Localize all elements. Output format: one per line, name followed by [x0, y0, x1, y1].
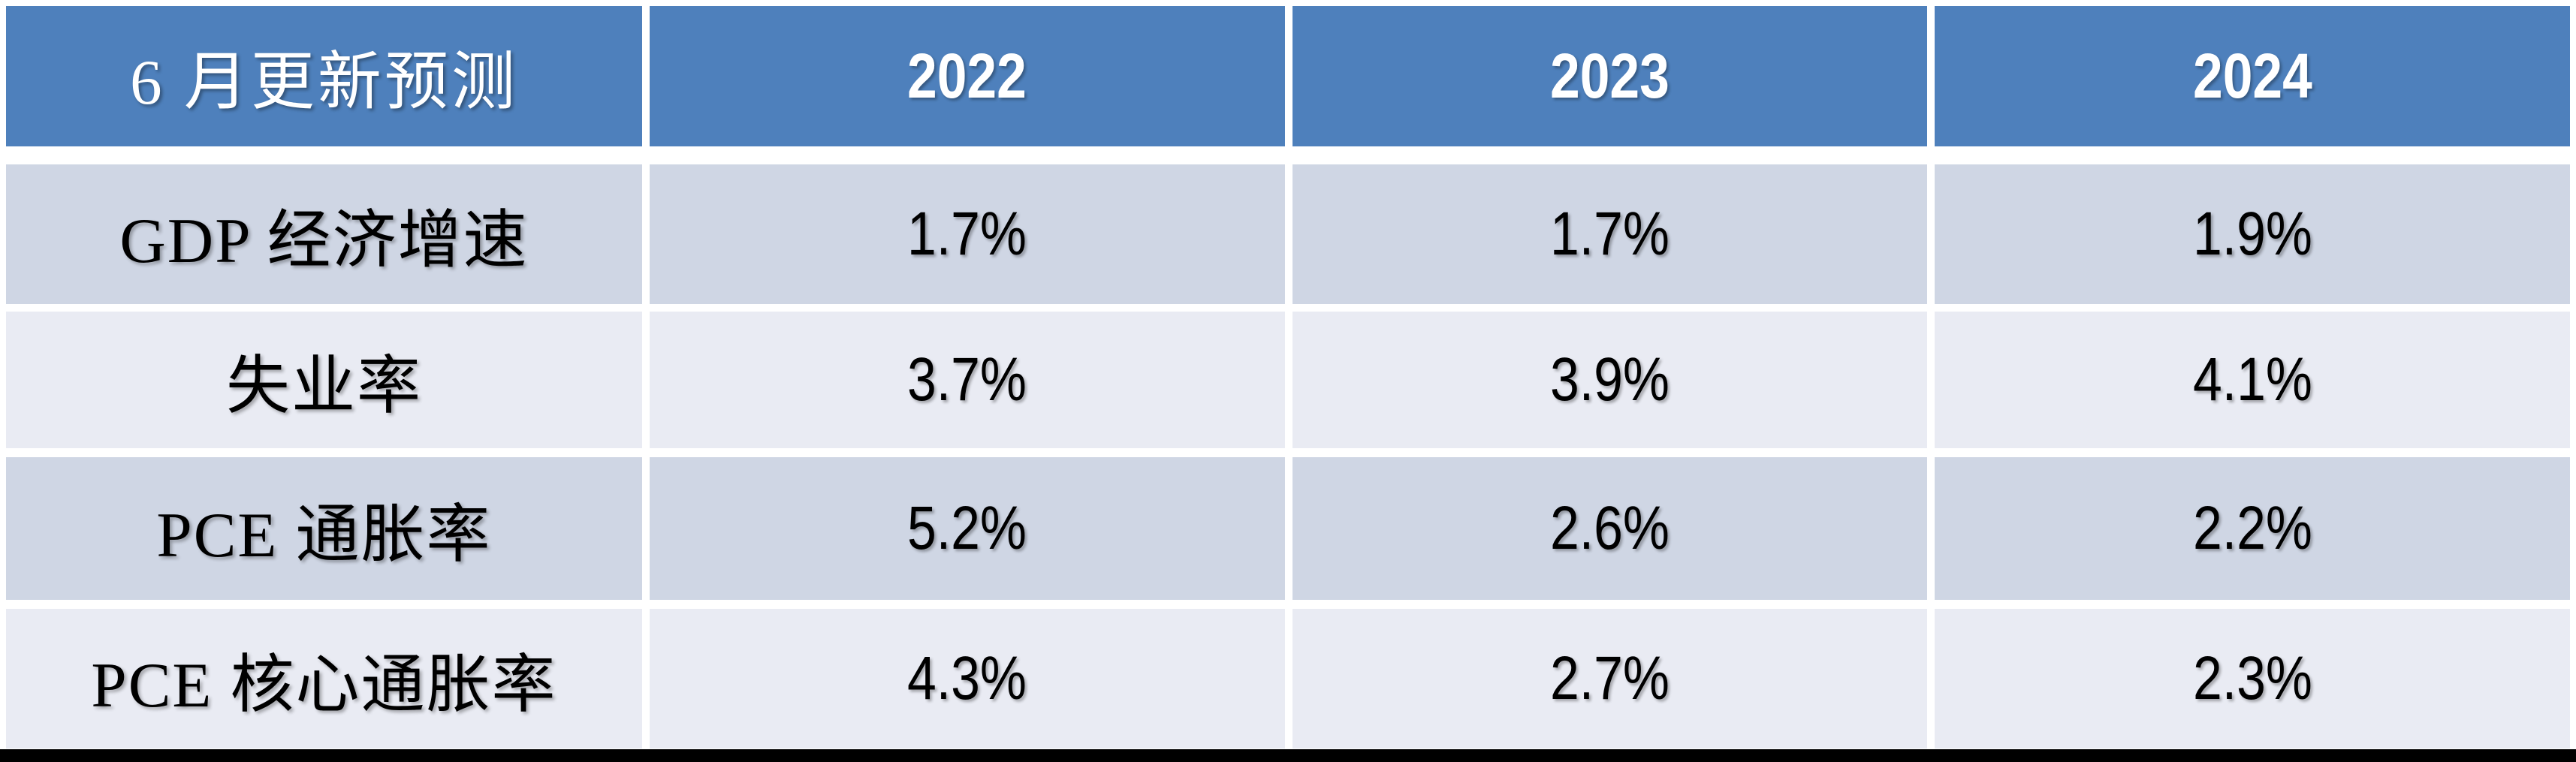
row-label-cell: GDP 经济增速	[6, 164, 642, 304]
value-cell: 4.1%	[1935, 312, 2571, 448]
table-header-row: 6 月更新预测 2022 2023 2024	[6, 6, 2571, 146]
value-2022: 5.2%	[907, 494, 1027, 562]
value-cell: 3.7%	[650, 312, 1285, 448]
value-2023: 2.6%	[1550, 494, 1670, 562]
row-label: GDP 经济增速	[119, 205, 529, 276]
value-cell: 1.7%	[650, 164, 1285, 304]
value-2024: 1.9%	[2192, 200, 2312, 268]
forecast-table: 6 月更新预测 2022 2023 2024 GDP 经济增速 1.7% 1.7…	[6, 6, 2571, 748]
value-2024: 2.3%	[2192, 644, 2312, 712]
value-2022: 3.7%	[907, 345, 1027, 414]
row-label: 失业率	[225, 351, 422, 422]
row-label-cell: PCE 通胀率	[6, 457, 642, 600]
year-header-2024: 2024	[2192, 41, 2312, 111]
row-label: PCE 核心通胀率	[91, 649, 557, 721]
table-row-pce-inflation: PCE 通胀率 5.2% 2.6% 2.2%	[6, 457, 2571, 600]
year-header-2023: 2023	[1550, 41, 1670, 111]
row-label: PCE 通胀率	[156, 499, 492, 571]
value-cell: 5.2%	[650, 457, 1285, 600]
value-cell: 3.9%	[1292, 312, 1928, 448]
bottom-black-bar	[0, 749, 2576, 762]
value-2022: 4.3%	[907, 644, 1027, 712]
year-header-cell-2022: 2022	[650, 6, 1285, 146]
value-2023: 3.9%	[1550, 345, 1670, 414]
value-cell: 2.2%	[1935, 457, 2571, 600]
year-header-2022: 2022	[907, 41, 1027, 111]
year-header-cell-2024: 2024	[1935, 6, 2571, 146]
value-2023: 2.7%	[1550, 644, 1670, 712]
row-label-cell: 失业率	[6, 312, 642, 448]
value-cell: 2.3%	[1935, 609, 2571, 748]
value-2024: 2.2%	[2192, 494, 2312, 562]
value-cell: 1.7%	[1292, 164, 1928, 304]
value-cell: 4.3%	[650, 609, 1285, 748]
value-2023: 1.7%	[1550, 200, 1670, 268]
table-row-pce-core-inflation: PCE 核心通胀率 4.3% 2.7% 2.3%	[6, 609, 2571, 748]
year-header-cell-2023: 2023	[1292, 6, 1928, 146]
value-2024: 4.1%	[2192, 345, 2312, 414]
row-label-cell: PCE 核心通胀率	[6, 609, 642, 748]
table-row-unemployment: 失业率 3.7% 3.9% 4.1%	[6, 312, 2571, 448]
value-2022: 1.7%	[907, 200, 1027, 268]
header-title-cell: 6 月更新预测	[6, 6, 642, 146]
value-cell: 2.7%	[1292, 609, 1928, 748]
table-row-gdp: GDP 经济增速 1.7% 1.7% 1.9%	[6, 164, 2571, 304]
table-title: 6 月更新预测	[130, 47, 518, 118]
value-cell: 1.9%	[1935, 164, 2571, 304]
value-cell: 2.6%	[1292, 457, 1928, 600]
